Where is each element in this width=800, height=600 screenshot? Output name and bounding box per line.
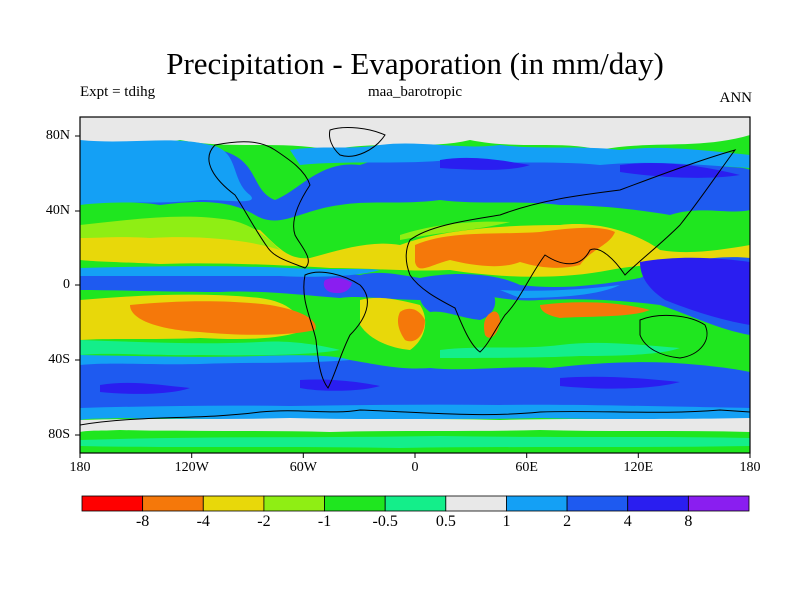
map-title: Precipitation - Evaporation (in mm/day) — [166, 46, 664, 81]
colorbar-swatch — [445, 495, 507, 512]
map-region-itcz-lightblue — [80, 266, 620, 298]
map-region-north-lightgreen — [80, 216, 510, 250]
lon-label-60e: 60E — [515, 460, 538, 475]
colorbar-label: 0.5 — [435, 513, 456, 530]
lat-label-0: 0 — [63, 277, 70, 292]
map-region-south-teal — [80, 340, 680, 358]
map-region-warmpool-darkblue — [640, 257, 750, 325]
colorbar-swatch — [324, 495, 386, 512]
colorbar-swatch — [142, 495, 204, 512]
experiment-label: Expt = tdihg — [80, 84, 156, 100]
colorbar-label: -2 — [257, 513, 271, 530]
map-region-antarctic-white — [80, 418, 750, 432]
map-region-southern-ocean-darkblue — [100, 376, 680, 394]
coastline-australia — [639, 315, 708, 359]
map-region-southern-ocean-blue — [80, 360, 750, 411]
map-region-southern-ocean-lightblue — [80, 355, 750, 420]
colorbar-swatch — [566, 495, 629, 512]
lat-label-80s: 80S — [48, 427, 70, 442]
map-region-north-blue — [80, 145, 750, 221]
map-region-itcz-blue — [80, 257, 750, 335]
lon-label-180e: 180 — [739, 460, 761, 475]
map-region-africa-blue — [419, 284, 496, 320]
season-label: ANN — [719, 90, 753, 106]
case-label: maa_barotropic — [367, 84, 463, 100]
map-region-north-lightblue — [80, 140, 750, 205]
coastline-south-america — [303, 271, 368, 389]
lon-label-0: 0 — [411, 460, 419, 475]
axis-ticks — [75, 135, 751, 458]
map-region-north-darkblue — [440, 157, 740, 178]
colorbar-label: 2 — [563, 513, 572, 530]
map-region-antarctic-teal — [80, 436, 750, 448]
map-region-amazon-purple — [323, 277, 352, 294]
colorbar-swatch — [81, 495, 144, 512]
colorbar-swatch — [384, 495, 447, 512]
colorbar-label: 4 — [623, 513, 632, 530]
coastline-greenland — [329, 127, 386, 157]
colorbar-swatch — [506, 495, 568, 512]
coastline-africa-eurasia — [405, 149, 737, 353]
colorbar-swatch — [263, 495, 325, 512]
colorbar-swatch — [202, 495, 265, 512]
map-fields — [80, 117, 750, 453]
map-region-south-atlantic-orange — [397, 302, 650, 342]
colorbar-label: 8 — [684, 513, 693, 530]
colorbar-label: -0.5 — [372, 513, 398, 530]
coastline-antarctica — [80, 409, 750, 426]
colorbar-label: 1 — [502, 513, 511, 530]
colorbar-swatch — [627, 495, 689, 512]
lon-label-180w: 180 — [69, 460, 91, 475]
colorbar-label: -4 — [196, 513, 210, 530]
lat-label-40n: 40N — [45, 203, 70, 218]
lat-label-40s: 40S — [48, 352, 70, 367]
colorbar-label: -1 — [317, 513, 332, 530]
colorbar-swatch — [687, 495, 750, 512]
coastlines — [80, 127, 750, 426]
coastline-north-america — [208, 141, 311, 269]
lon-label-60w: 60W — [289, 460, 317, 475]
map-region-sahara-orange — [415, 227, 615, 269]
lon-label-120e: 120E — [623, 460, 654, 475]
lon-label-120w: 120W — [174, 460, 209, 475]
map-region-south-pacific-orange — [130, 301, 316, 335]
colorbar-label: -8 — [135, 513, 150, 530]
lat-label-80n: 80N — [45, 128, 70, 143]
